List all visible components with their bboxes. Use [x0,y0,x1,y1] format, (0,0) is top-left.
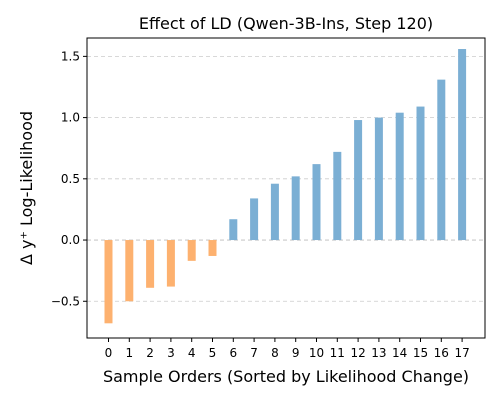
bar [146,240,155,288]
bar [208,240,217,256]
plot-frame [86,37,486,339]
x-tick-label: 6 [229,346,237,360]
bar [374,117,383,241]
y-tick-label: 0.5 [61,172,80,186]
x-tick-label: 14 [392,346,407,360]
bars [104,49,467,324]
y-tick-label: 1.5 [61,49,80,63]
y-tick-label: −0.5 [51,294,80,308]
x-tick-label: 8 [271,346,279,360]
bar [312,164,321,241]
chart-title: Effect of LD (Qwen-3B-Ins, Step 120) [139,14,433,33]
x-axis-label: Sample Orders (Sorted by Likelihood Chan… [103,367,469,386]
bar [104,240,113,324]
x-tick-label: 2 [146,346,154,360]
x-tick-label: 5 [209,346,217,360]
bar [270,183,279,241]
x-tick-label: 11 [330,346,345,360]
bar [187,240,196,261]
x-tick-label: 7 [250,346,258,360]
bar [125,240,134,302]
x-tick-label: 9 [292,346,300,360]
bar [354,120,363,241]
x-tick-label: 16 [434,346,449,360]
bar [250,198,259,241]
x-tick-label: 0 [105,346,113,360]
x-tick-label: 12 [350,346,365,360]
x-tick-label: 13 [371,346,386,360]
x-tick-label: 15 [413,346,428,360]
x-tick-label: 17 [454,346,469,360]
x-tick-label: 10 [309,346,324,360]
y-tick-label: 1.0 [61,111,80,125]
y-tick-label: 0.0 [61,233,80,247]
bar [458,49,467,241]
bar [333,151,342,241]
x-tick-label: 1 [125,346,133,360]
x-ticks: 0 1 2 3 4 5 6 7 8 9 10 11 12 13 14 15 16 17 [105,338,470,360]
y-ticks: −0.5 0.0 0.5 1.0 1.5 [51,49,87,308]
x-tick-label: 4 [188,346,196,360]
x-tick-label: 3 [167,346,175,360]
bar [291,176,300,241]
bar [395,112,404,241]
bar [166,240,175,287]
bar [437,79,446,241]
bar [229,219,238,241]
bar [416,106,425,241]
y-axis-label: Δ y⁺ Log-Likelihood [17,111,36,265]
